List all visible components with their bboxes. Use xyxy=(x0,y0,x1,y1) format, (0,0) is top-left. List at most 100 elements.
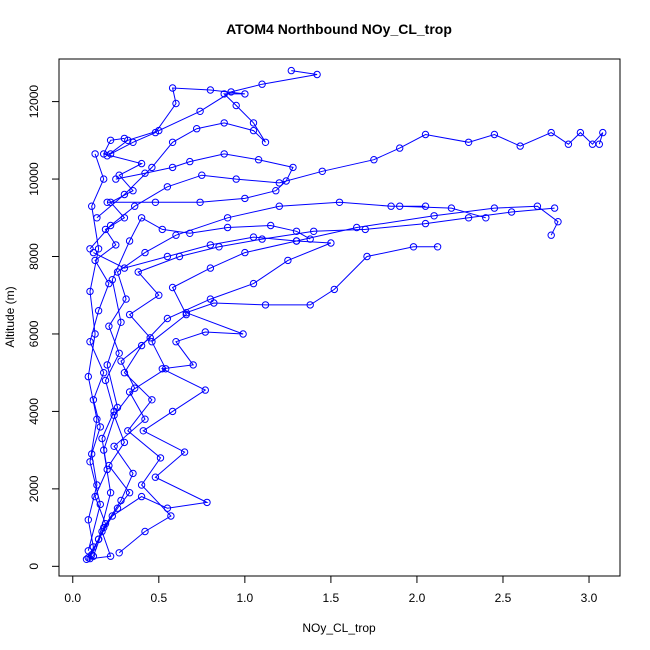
data-point xyxy=(306,301,314,309)
chart-title: ATOM4 Northbound NOy_CL_trop xyxy=(226,21,452,37)
data-point xyxy=(125,388,134,396)
data-point xyxy=(464,214,473,222)
data-point xyxy=(94,307,103,315)
data-point xyxy=(409,243,418,251)
data-point xyxy=(172,231,180,239)
data-point xyxy=(106,136,115,145)
data-point xyxy=(148,163,156,172)
data-point xyxy=(421,130,430,139)
data-point xyxy=(258,80,266,88)
plot-frame xyxy=(58,58,621,577)
data-point xyxy=(98,434,106,443)
data-point xyxy=(550,204,559,212)
data-point xyxy=(101,376,110,385)
data-point xyxy=(241,90,249,98)
data-point xyxy=(117,496,125,505)
data-point xyxy=(100,175,108,183)
data-point xyxy=(599,128,607,137)
series-line xyxy=(87,246,438,559)
data-point xyxy=(137,214,146,222)
data-point xyxy=(172,99,180,108)
data-point xyxy=(370,156,378,164)
data-point xyxy=(106,221,115,230)
data-point xyxy=(198,171,206,179)
data-point xyxy=(206,295,215,303)
data-point xyxy=(313,70,321,79)
data-point xyxy=(433,243,442,251)
data-point xyxy=(201,328,210,336)
data-point xyxy=(547,231,555,239)
data-point xyxy=(206,264,215,272)
series-line xyxy=(87,153,105,551)
data-point xyxy=(490,204,499,212)
data-point xyxy=(91,330,99,338)
data-point xyxy=(88,202,96,210)
data-point xyxy=(168,407,177,416)
data-point xyxy=(163,252,172,261)
data-point xyxy=(284,256,292,265)
data-point xyxy=(330,285,338,294)
series-line xyxy=(106,70,318,157)
data-point xyxy=(507,208,516,216)
data-point xyxy=(125,237,134,245)
data-point xyxy=(155,126,163,135)
data-point xyxy=(289,163,297,172)
data-point xyxy=(93,415,101,423)
data-point xyxy=(387,202,395,210)
data-point xyxy=(148,396,156,404)
data-point xyxy=(547,128,555,137)
y-tick-label: 2000 xyxy=(27,475,41,502)
x-axis-label: NOy_CL_trop xyxy=(302,621,376,635)
data-point xyxy=(241,194,249,203)
data-point xyxy=(335,198,344,207)
data-point xyxy=(82,555,91,563)
data-point xyxy=(129,469,137,478)
data-point xyxy=(241,248,249,257)
data-point xyxy=(108,276,117,284)
series-line xyxy=(92,205,559,557)
data-point xyxy=(100,446,108,454)
data-point xyxy=(576,128,585,137)
series-line xyxy=(93,236,332,554)
data-point xyxy=(120,190,129,199)
data-point xyxy=(421,202,430,210)
data-point xyxy=(131,384,139,392)
x-tick-label: 0.5 xyxy=(150,591,167,605)
data-point xyxy=(310,227,318,236)
data-point xyxy=(120,369,129,377)
data-point xyxy=(134,268,142,276)
data-point xyxy=(106,489,115,497)
data-point xyxy=(106,552,115,560)
data-point xyxy=(103,361,111,369)
y-tick-label: 10000 xyxy=(27,162,41,196)
data-point xyxy=(86,458,94,466)
data-point xyxy=(318,167,326,176)
data-point xyxy=(125,310,134,319)
data-point xyxy=(155,291,163,299)
x-tick-label: 2.0 xyxy=(409,591,426,605)
x-tick-label: 0.0 xyxy=(64,591,81,605)
data-point xyxy=(156,454,165,462)
data-point xyxy=(258,235,266,243)
data-point xyxy=(168,283,177,292)
data-point xyxy=(96,423,105,431)
data-point xyxy=(186,157,194,166)
data-point xyxy=(89,552,98,560)
data-point xyxy=(249,233,258,241)
data-point xyxy=(292,237,301,245)
data-point xyxy=(482,214,490,222)
data-point xyxy=(146,334,154,342)
data-point xyxy=(201,386,210,394)
data-point xyxy=(98,527,106,536)
series-line xyxy=(89,131,604,250)
data-point xyxy=(232,175,240,183)
x-tick-label: 1.0 xyxy=(237,591,254,605)
data-point xyxy=(120,264,129,272)
data-point xyxy=(117,318,125,326)
data-point xyxy=(115,549,123,557)
data-point xyxy=(96,500,105,509)
x-tick-label: 2.5 xyxy=(495,591,512,605)
data-point xyxy=(137,341,146,350)
data-point xyxy=(447,204,456,212)
data-point xyxy=(113,504,122,512)
